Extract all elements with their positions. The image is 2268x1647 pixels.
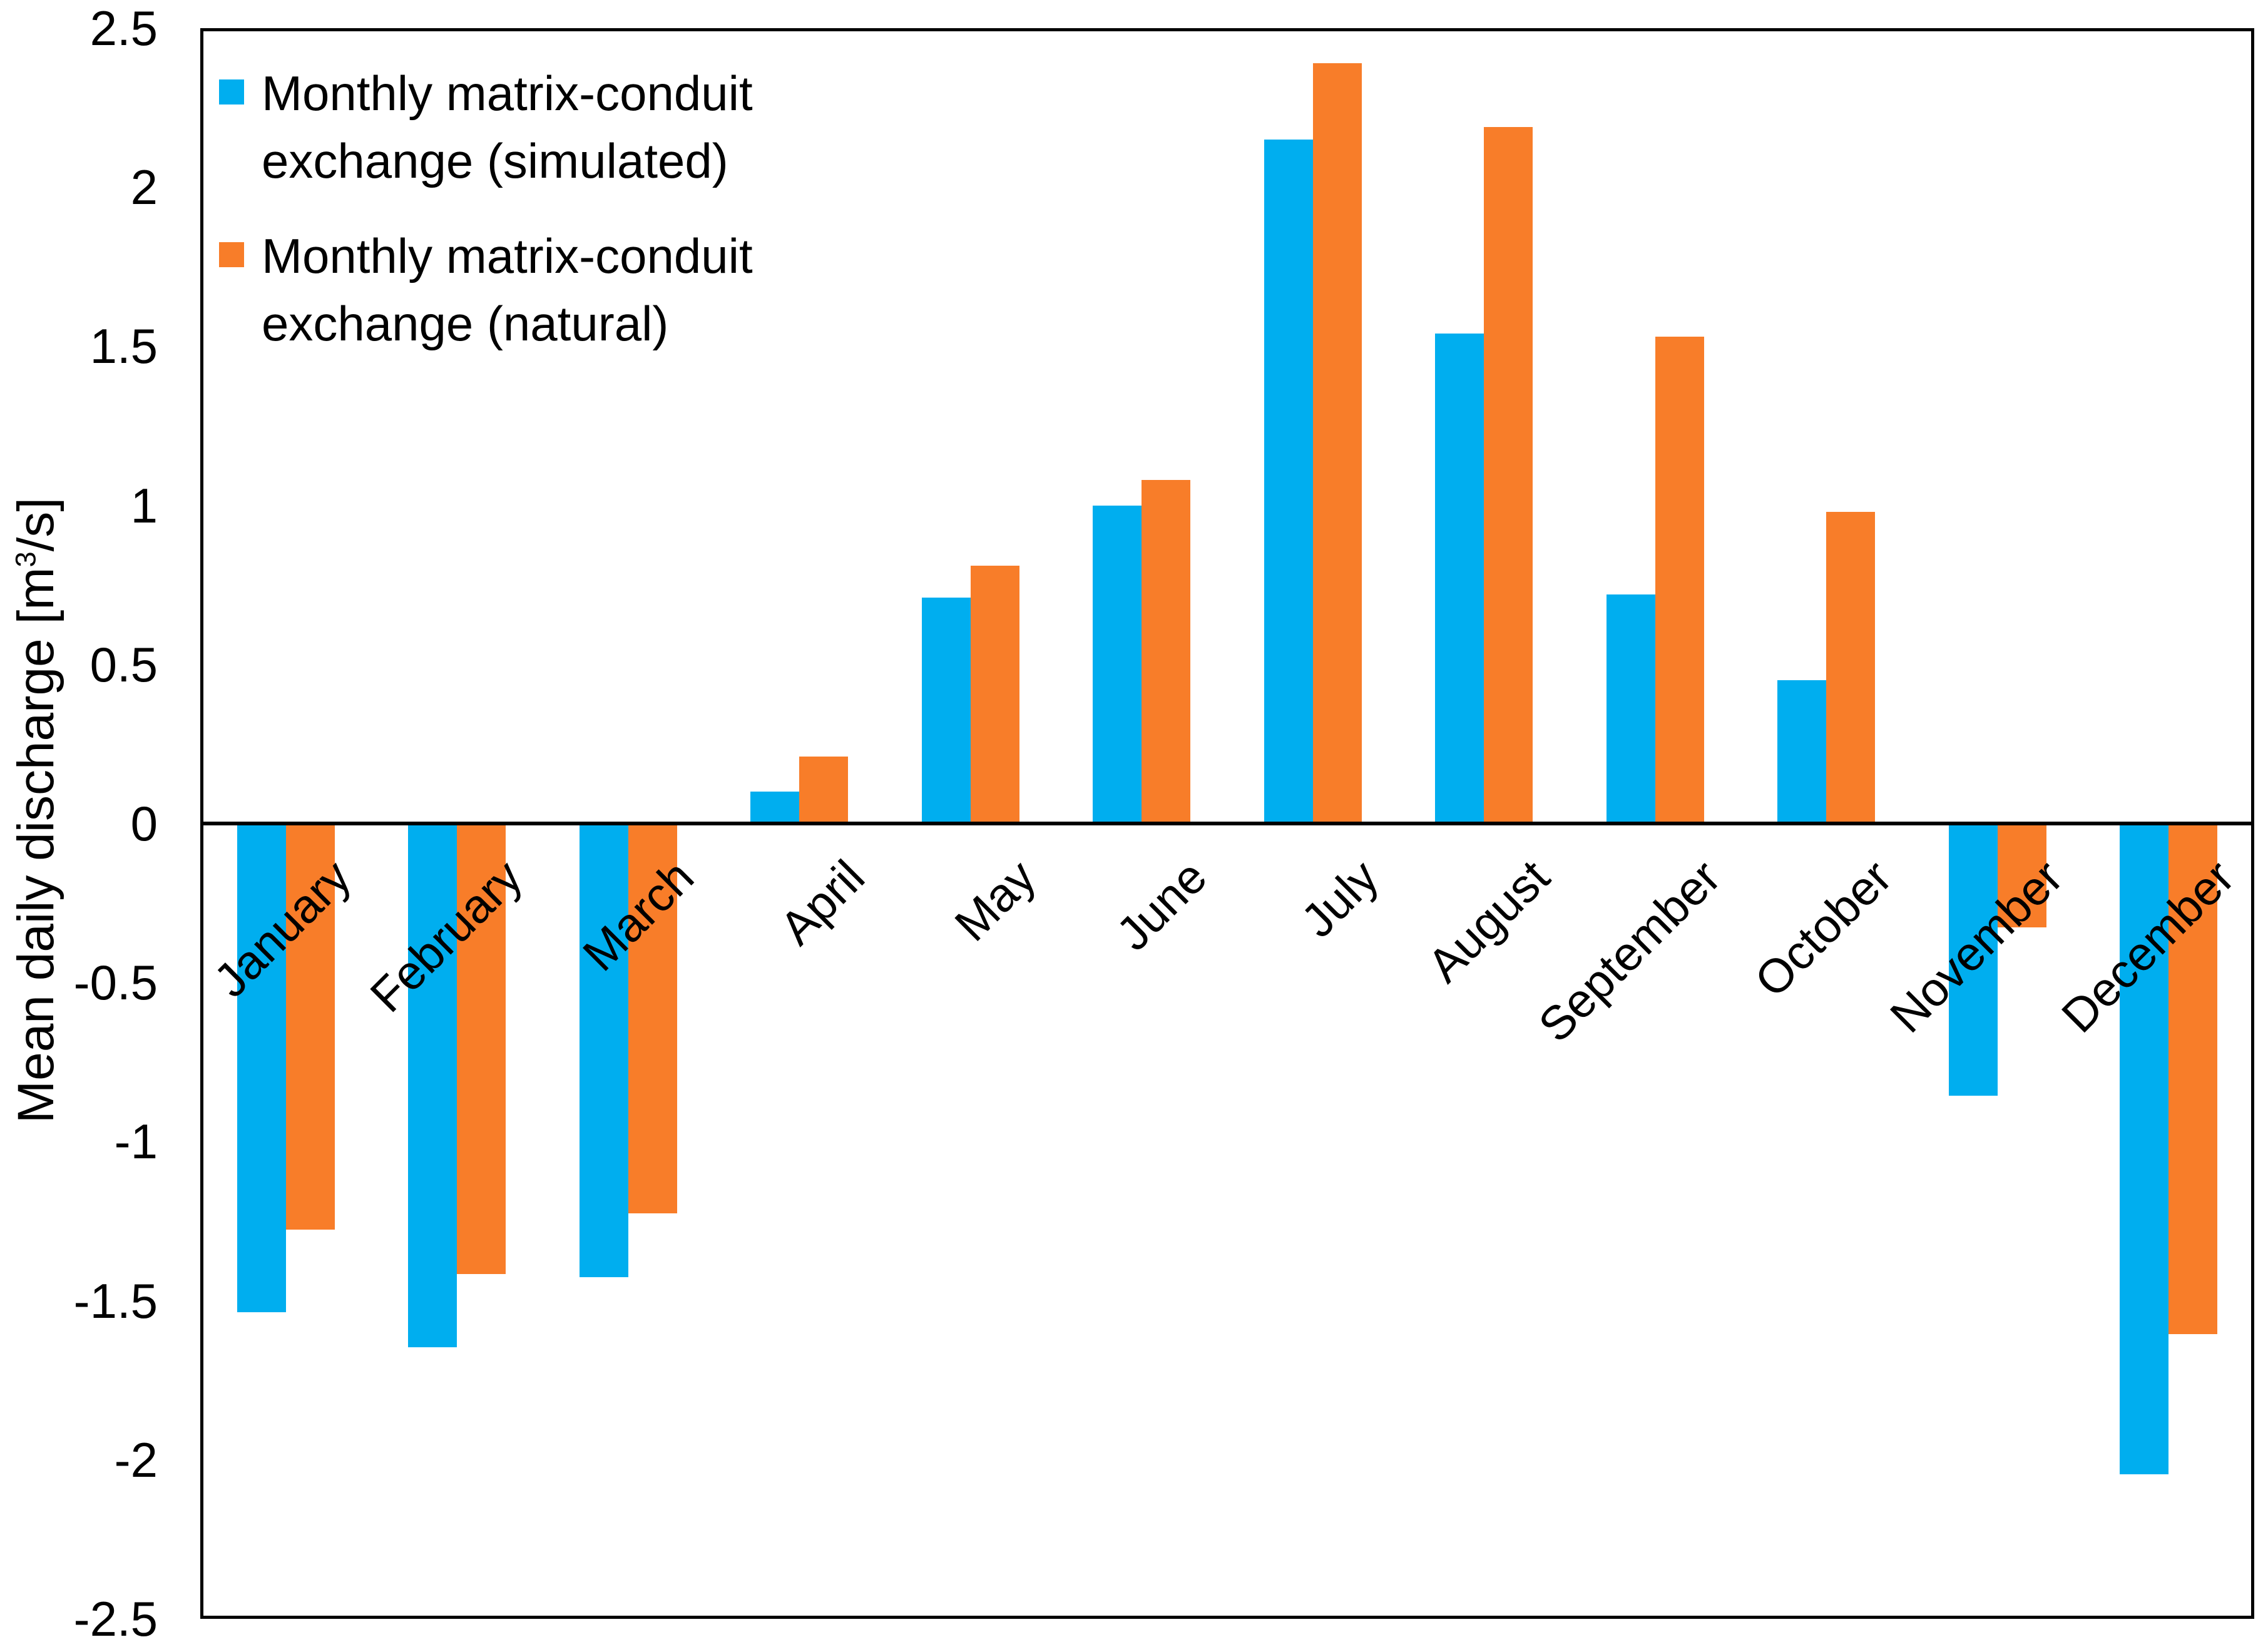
y-tick-label-0.5: 0.5 xyxy=(89,636,158,692)
legend-label-natural: Monthly matrix-conduit exchange (natural… xyxy=(262,228,753,351)
y-axis-title-unit: /s] xyxy=(8,497,64,552)
y-tick-label--2: -2 xyxy=(114,1432,158,1487)
bar-september-natural xyxy=(1655,337,1704,824)
y-tick-label--2.5: -2.5 xyxy=(73,1591,158,1646)
legend-item-natural: Monthly matrix-conduit exchange (natural… xyxy=(219,222,837,357)
y-axis-title: Mean daily discharge [m3/s] xyxy=(7,497,66,1123)
bar-december-simulated xyxy=(2120,825,2169,1475)
bar-september-simulated xyxy=(1606,594,1655,824)
bar-april-natural xyxy=(799,757,849,824)
y-tick-label-1: 1 xyxy=(130,477,158,533)
zero-axis-line xyxy=(200,822,2254,825)
y-axis-title-text: Mean daily discharge [m xyxy=(8,567,64,1124)
legend: Monthly matrix-conduit exchange (simulat… xyxy=(219,59,837,385)
bar-november-natural xyxy=(1997,825,2046,927)
y-tick-label-2: 2 xyxy=(130,160,158,215)
legend-swatch-natural xyxy=(219,242,244,267)
bar-july-simulated xyxy=(1264,139,1313,824)
y-tick-label-2.5: 2.5 xyxy=(89,1,158,56)
bar-february-natural xyxy=(457,825,506,1274)
bar-february-simulated xyxy=(408,825,457,1347)
bar-december-natural xyxy=(2168,825,2218,1335)
legend-label-simulated: Monthly matrix-conduit exchange (simulat… xyxy=(262,66,753,188)
bar-october-natural xyxy=(1826,511,1876,824)
bar-august-simulated xyxy=(1435,334,1484,824)
bar-march-simulated xyxy=(579,825,628,1277)
bar-june-simulated xyxy=(1093,505,1142,824)
bar-may-simulated xyxy=(921,598,971,824)
bar-august-natural xyxy=(1484,126,1533,824)
bar-march-natural xyxy=(628,825,677,1214)
y-tick-label--0.5: -0.5 xyxy=(73,955,158,1011)
bar-october-simulated xyxy=(1777,680,1827,824)
bar-january-natural xyxy=(285,825,335,1230)
bar-april-simulated xyxy=(750,792,800,824)
bar-july-natural xyxy=(1312,63,1362,824)
y-tick-label--1: -1 xyxy=(114,1114,158,1170)
bar-may-natural xyxy=(970,566,1019,824)
y-tick-label-0: 0 xyxy=(130,796,158,851)
y-tick-label-1.5: 1.5 xyxy=(89,319,158,374)
bar-june-natural xyxy=(1142,479,1191,824)
y-axis-title-superscript: 3 xyxy=(9,551,42,568)
bar-january-simulated xyxy=(237,825,286,1312)
y-tick-label--1.5: -1.5 xyxy=(73,1273,158,1328)
legend-item-simulated: Monthly matrix-conduit exchange (simulat… xyxy=(219,59,837,195)
bar-november-simulated xyxy=(1948,825,1998,1096)
legend-swatch-simulated xyxy=(219,79,244,105)
